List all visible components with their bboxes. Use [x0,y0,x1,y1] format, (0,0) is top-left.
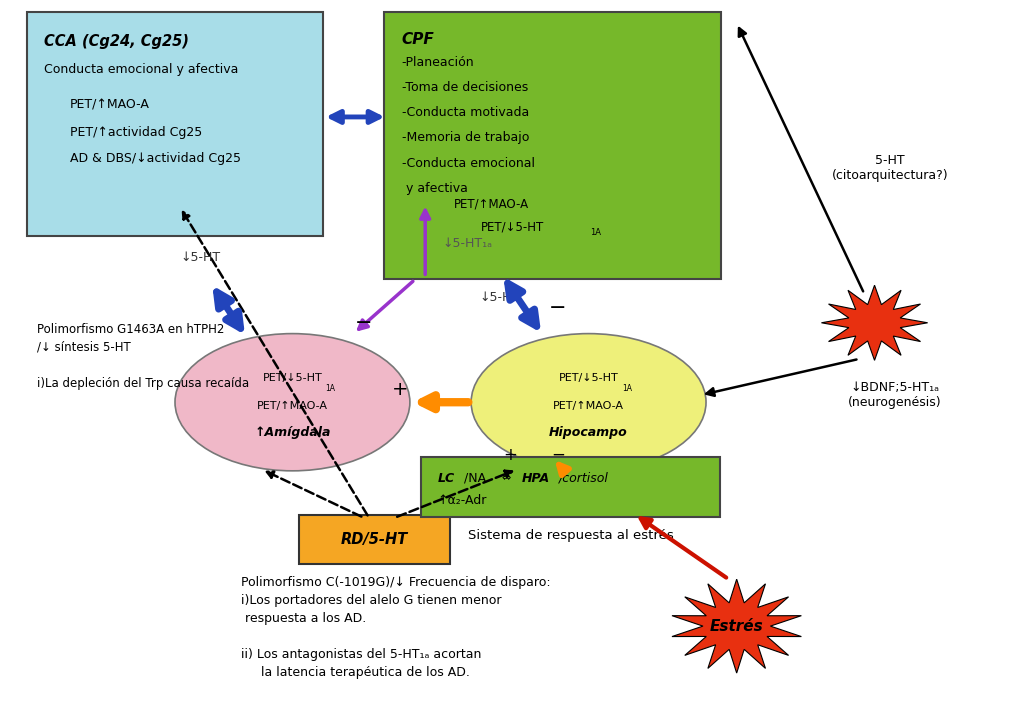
Text: AD & DBS/↓actividad Cg25: AD & DBS/↓actividad Cg25 [70,152,241,165]
Text: ↓5-HT₁ₐ: ↓5-HT₁ₐ [442,237,493,250]
Text: RD/5-HT: RD/5-HT [341,532,408,547]
Text: Polimorfismo C(-1019G)/↓ Frecuencia de disparo:
i)Los portadores del alelo G tie: Polimorfismo C(-1019G)/↓ Frecuencia de d… [242,576,551,679]
Text: ↑Amígdala: ↑Amígdala [254,426,331,439]
FancyBboxPatch shape [384,12,721,279]
Text: ↑α₂-Adr: ↑α₂-Adr [437,494,486,507]
Text: PET/↓5-HT: PET/↓5-HT [559,373,618,384]
Text: Conducta emocional y afectiva: Conducta emocional y afectiva [44,63,239,76]
Text: -Conducta motivada: -Conducta motivada [401,106,529,119]
Text: PET/↓5-HT: PET/↓5-HT [481,220,545,233]
Text: +: + [503,446,517,464]
Text: ⇔: ⇔ [502,473,511,484]
Text: −: − [551,446,565,464]
Text: −: − [355,312,373,333]
Text: Polimorfismo G1463A en hTPH2
/↓ síntesis 5-HT

i)La depleción del Trp causa reca: Polimorfismo G1463A en hTPH2 /↓ síntesis… [37,323,249,390]
Text: 1A: 1A [590,228,601,237]
Text: 5-HT
(citoarquitectura?): 5-HT (citoarquitectura?) [831,154,948,181]
Text: /NA: /NA [464,472,486,485]
Text: LC: LC [437,472,455,485]
Text: -Conducta emocional: -Conducta emocional [401,157,535,170]
Text: -Planeación: -Planeación [401,56,474,69]
Text: 1A: 1A [623,384,632,393]
Text: y afectiva: y afectiva [401,182,468,195]
Polygon shape [672,579,802,673]
Text: Estrés: Estrés [710,618,764,634]
Text: −: − [549,298,566,318]
Text: CPF: CPF [401,32,434,46]
Text: PET/↑MAO-A: PET/↑MAO-A [553,401,624,411]
Text: HPA: HPA [522,472,550,485]
Polygon shape [821,285,928,360]
Text: ↓5-HT: ↓5-HT [180,252,220,265]
Text: PET/↑MAO-A: PET/↑MAO-A [257,401,328,411]
Text: ↓BDNF;5-HT₁ₐ
(neurogenésis): ↓BDNF;5-HT₁ₐ (neurogenésis) [848,381,942,409]
Text: PET/↑actividad Cg25: PET/↑actividad Cg25 [70,125,202,138]
Text: Hipocampo: Hipocampo [549,426,628,439]
Text: CCA (Cg24, Cg25): CCA (Cg24, Cg25) [44,34,189,49]
FancyBboxPatch shape [299,515,450,564]
Text: -Memoria de trabajo: -Memoria de trabajo [401,131,529,144]
FancyBboxPatch shape [27,12,324,236]
Text: PET/↑MAO-A: PET/↑MAO-A [70,99,150,112]
Text: ↓5-HT: ↓5-HT [479,291,519,304]
Text: PET/↓5-HT: PET/↓5-HT [262,373,323,384]
Text: PET/↑MAO-A: PET/↑MAO-A [454,197,529,210]
Text: Sistema de respuesta al estrés: Sistema de respuesta al estrés [468,529,674,542]
Text: -Toma de decisiones: -Toma de decisiones [401,80,528,94]
FancyBboxPatch shape [421,457,720,517]
Text: +: + [391,381,408,399]
Text: 1A: 1A [325,384,335,393]
Text: /cortisol: /cortisol [559,472,609,485]
Ellipse shape [175,334,410,471]
Ellipse shape [471,334,706,471]
